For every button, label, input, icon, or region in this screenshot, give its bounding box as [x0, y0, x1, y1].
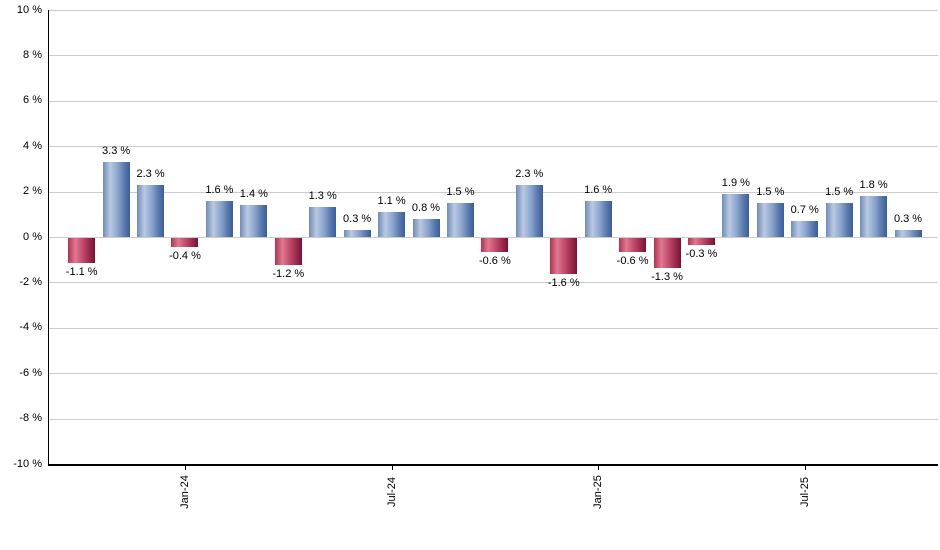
bar-aug-24 — [412, 218, 440, 237]
gridline — [48, 100, 938, 102]
bar-value-label: 0.7 % — [790, 204, 819, 217]
y-axis-tick-label: 6 % — [23, 94, 42, 107]
bar-may-24 — [309, 207, 337, 237]
y-axis-tick-label: -8 % — [19, 412, 42, 425]
gridline — [48, 10, 938, 11]
y-axis-tick-label: -10 % — [13, 457, 42, 470]
bar-value-label: 2.3 % — [136, 167, 165, 180]
bar-value-label: -0.4 % — [169, 250, 201, 263]
gridline — [48, 373, 938, 375]
gridline — [48, 237, 938, 238]
bar-jun-25 — [756, 202, 784, 237]
bar-value-label: 1.4 % — [239, 188, 268, 201]
bar-value-label: -0.6 % — [616, 254, 649, 267]
bar-value-label: 1.5 % — [446, 185, 475, 198]
bar-value-label: 1.6 % — [584, 183, 613, 196]
bar-value-label: -1.6 % — [547, 277, 580, 290]
bar-mar-25 — [653, 238, 681, 268]
bar-value-label: 1.5 % — [825, 185, 854, 198]
bar-value-label: 0.3 % — [343, 213, 372, 226]
x-axis-line — [48, 464, 938, 466]
bar-value-label: -0.3 % — [685, 247, 718, 260]
gridline — [48, 418, 938, 420]
y-axis-tick-label: -6 % — [19, 366, 42, 379]
x-axis-tick — [804, 466, 806, 470]
gridline — [48, 282, 938, 284]
bar-feb-25 — [619, 238, 647, 252]
y-axis-tick-label: 2 % — [23, 185, 42, 198]
bar-jul-25 — [791, 221, 819, 237]
y-axis-tick-label: -2 % — [19, 275, 42, 288]
bar-mar-24 — [240, 205, 268, 237]
bar-jul-24 — [378, 212, 406, 237]
y-axis-tick-label: 0 % — [23, 230, 42, 243]
bar-nov-23 — [102, 162, 130, 237]
bar-value-label: 0.3 % — [893, 213, 923, 226]
bar-value-label: -1.3 % — [651, 270, 683, 283]
bar-dec-24 — [550, 238, 578, 275]
bar-apr-25 — [687, 238, 715, 245]
bar-value-label: -1.1 % — [65, 265, 98, 278]
bar-aug-25 — [825, 202, 853, 237]
bar-jan-25 — [584, 200, 612, 237]
bar-oct-25 — [894, 230, 922, 237]
x-axis-tick — [184, 466, 186, 470]
y-axis-tick-label: 8 % — [23, 48, 42, 61]
bar-oct-23 — [68, 238, 96, 263]
bar-value-label: -0.6 % — [478, 254, 511, 267]
bar-value-label: 1.6 % — [205, 183, 234, 196]
gridline — [48, 55, 938, 57]
bar-may-25 — [722, 193, 750, 237]
bar-value-label: 1.9 % — [721, 176, 750, 189]
bar-sep-24 — [446, 202, 474, 237]
bar-value-label: 1.5 % — [756, 185, 785, 198]
bar-apr-24 — [274, 238, 302, 266]
gridline — [48, 146, 938, 148]
bar-value-label: 1.1 % — [377, 195, 406, 208]
x-axis-tick — [391, 466, 393, 470]
gridline — [48, 327, 938, 329]
bar-nov-24 — [515, 184, 543, 237]
bar-value-label: 1.8 % — [859, 179, 888, 192]
bar-dec-23 — [137, 184, 165, 237]
y-axis-line — [48, 10, 49, 464]
bar-value-label: 2.3 % — [515, 167, 544, 180]
bar-jun-24 — [343, 230, 371, 237]
x-axis-tick-label: Jan-24 — [178, 475, 191, 509]
bar-value-label: 0.8 % — [411, 201, 441, 214]
y-axis-tick-label: -4 % — [19, 321, 42, 334]
bar-feb-24 — [205, 200, 233, 237]
bar-sep-25 — [860, 196, 888, 237]
gridline — [48, 191, 938, 193]
x-axis-tick — [598, 466, 600, 470]
y-axis-tick-label: 4 % — [23, 139, 42, 152]
bar-value-label: 1.3 % — [308, 190, 337, 203]
x-axis-tick-label: Jul-25 — [798, 477, 811, 507]
x-axis-tick-label: Jan-25 — [592, 475, 605, 509]
bar-jan-24 — [171, 238, 199, 248]
x-axis-tick-label: Jul-24 — [385, 477, 398, 507]
bar-value-label: 3.3 % — [102, 145, 131, 158]
bar-value-label: -1.2 % — [272, 268, 305, 281]
bar-oct-24 — [481, 238, 509, 252]
y-axis-tick-label: 10 % — [16, 3, 42, 16]
